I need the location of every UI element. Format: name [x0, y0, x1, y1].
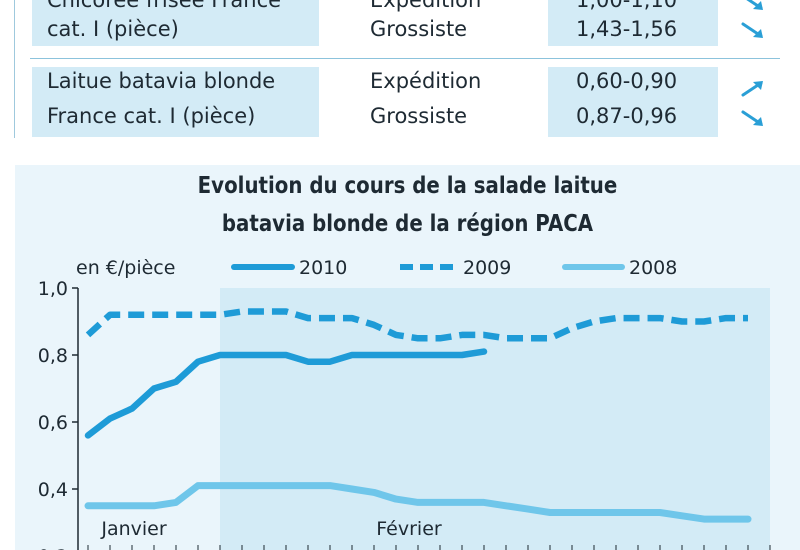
market-stage: Expédition: [370, 69, 482, 93]
unit-label: en €/pièce: [76, 257, 175, 279]
y-tick-label: 0,2: [38, 546, 68, 550]
product-name-line: France cat. I (pièce): [47, 104, 256, 128]
price-table: Chicorée frisée France cat. I (pièce) Ex…: [0, 0, 800, 150]
x-month-label: Janvier: [100, 518, 167, 540]
product-cell-bg: [32, 0, 319, 46]
x-month-label: Février: [376, 518, 442, 540]
legend-label-2009: 2009: [463, 257, 511, 279]
series-line-2010: [84, 348, 488, 439]
product-name-line: Chicorée frisée France: [47, 0, 282, 12]
price-cell-bg: [548, 67, 718, 137]
chart-title-line-2: batavia blonde de la région PACA: [221, 211, 594, 237]
trend-down-icon: [741, 22, 763, 38]
legend-label-2010: 2010: [299, 257, 347, 279]
y-tick-label: 1,0: [38, 278, 68, 300]
product-name-line: cat. I (pièce): [47, 17, 179, 41]
y-tick-label: 0,4: [38, 479, 68, 501]
price-cell-bg: [548, 0, 718, 46]
y-tick-label: 0,8: [38, 345, 68, 367]
chart-title-line-1: Evolution du cours de la salade laitue: [197, 173, 618, 199]
product-name-line: Laitue batavia blonde: [47, 69, 276, 93]
series-line-2008: [84, 482, 752, 523]
row-divider: [30, 58, 780, 59]
price-range: 1,43-1,56: [576, 17, 678, 41]
table-left-rule: [14, 0, 15, 138]
price-range: 1,00-1,10: [576, 0, 678, 12]
y-tick-label: 0,6: [38, 412, 68, 434]
trend-up-icon: [741, 81, 763, 97]
product-cell-bg: [32, 67, 319, 137]
market-stage: Grossiste: [370, 104, 468, 128]
price-range: 0,60-0,90: [576, 69, 678, 93]
series-line-2009: [85, 308, 748, 342]
market-stage: Expédition: [370, 0, 482, 12]
highlight-band: [220, 288, 770, 550]
trend-down-icon: [741, 110, 763, 126]
price-range: 0,87-0,96: [576, 104, 678, 128]
market-stage: Grossiste: [370, 17, 468, 41]
legend-label-2008: 2008: [629, 257, 677, 279]
trend-down-icon: [746, 0, 763, 10]
